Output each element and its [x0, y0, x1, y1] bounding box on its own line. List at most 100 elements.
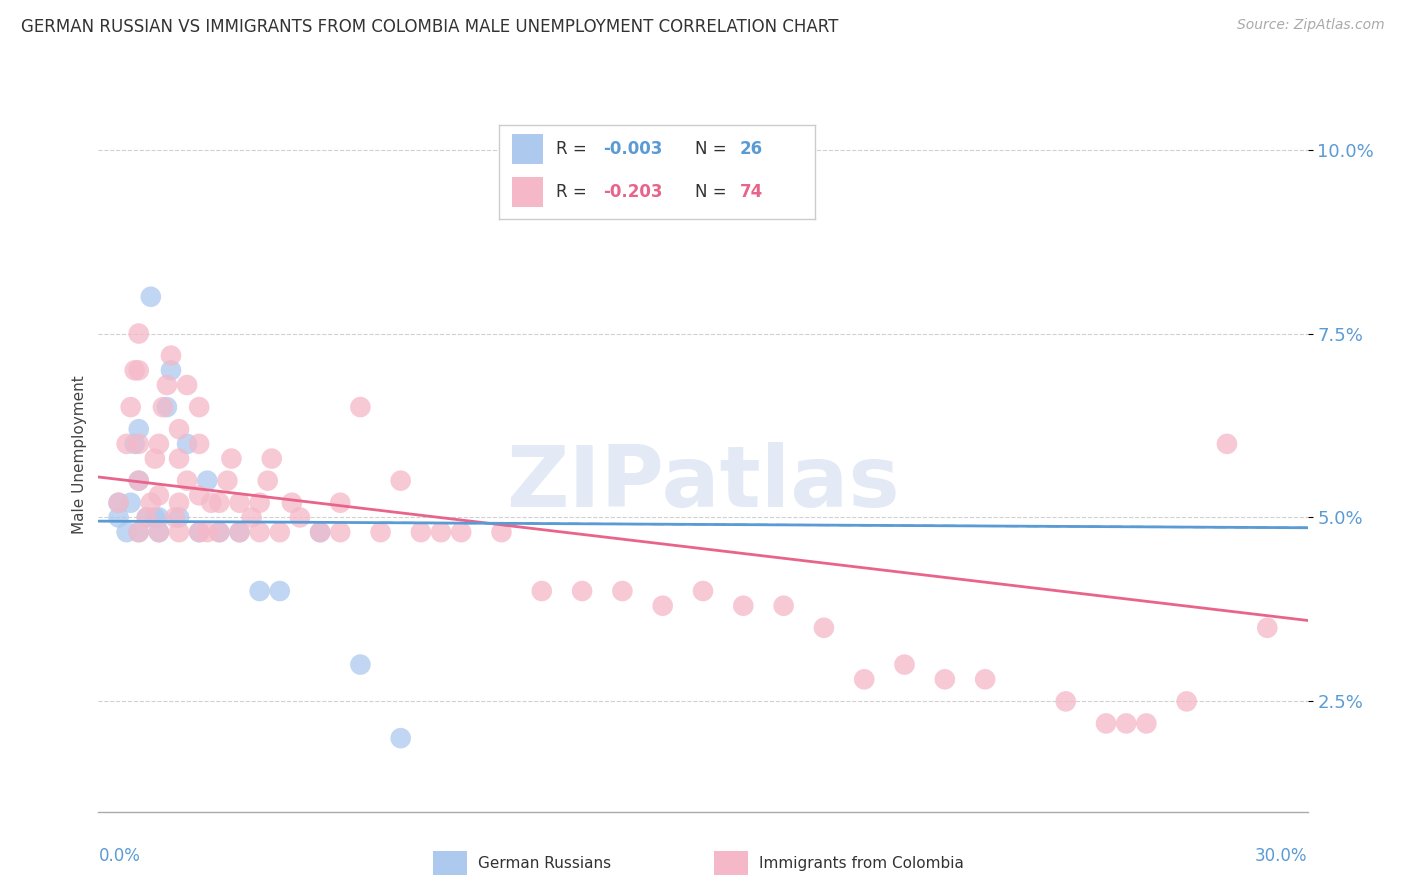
Point: [733, 599, 755, 613]
Point: [188, 525, 211, 540]
Point: [256, 474, 278, 488]
Point: [139, 290, 162, 304]
Point: [329, 525, 352, 540]
Point: [188, 437, 211, 451]
Point: [288, 510, 311, 524]
Point: [176, 437, 198, 451]
Bar: [433, 851, 467, 875]
Text: ZIPatlas: ZIPatlas: [506, 442, 900, 525]
Point: [148, 488, 170, 502]
Point: [143, 451, 166, 466]
Text: GERMAN RUSSIAN VS IMMIGRANTS FROM COLOMBIA MALE UNEMPLOYMENT CORRELATION CHART: GERMAN RUSSIAN VS IMMIGRANTS FROM COLOMB…: [21, 18, 838, 36]
Point: [281, 496, 304, 510]
Point: [124, 437, 146, 451]
Point: [309, 525, 332, 540]
Point: [1256, 621, 1278, 635]
Point: [208, 525, 231, 540]
Point: [148, 510, 170, 524]
Point: [1175, 694, 1198, 708]
Text: Immigrants from Colombia: Immigrants from Colombia: [759, 855, 965, 871]
Point: [217, 474, 239, 488]
Point: [349, 400, 371, 414]
Bar: [512, 134, 543, 164]
Point: [228, 525, 250, 540]
Point: [148, 525, 170, 540]
Point: [1095, 716, 1118, 731]
Text: Source: ZipAtlas.com: Source: ZipAtlas.com: [1237, 18, 1385, 32]
Point: [128, 474, 150, 488]
Point: [143, 510, 166, 524]
Point: [128, 363, 150, 377]
Point: [148, 525, 170, 540]
Point: [221, 451, 243, 466]
Point: [160, 363, 183, 377]
Point: [228, 496, 250, 510]
Point: [249, 496, 271, 510]
Bar: [714, 851, 748, 875]
Point: [128, 422, 150, 436]
Point: [160, 349, 183, 363]
Point: [167, 525, 190, 540]
Point: [167, 496, 190, 510]
Point: [491, 525, 513, 540]
Point: [228, 525, 250, 540]
Point: [167, 510, 190, 524]
Point: [120, 496, 142, 510]
Point: [176, 474, 198, 488]
Point: [1216, 437, 1239, 451]
Y-axis label: Male Unemployment: Male Unemployment: [72, 376, 87, 534]
Point: [269, 584, 291, 599]
Point: [240, 510, 263, 524]
Point: [430, 525, 453, 540]
Point: [152, 400, 174, 414]
Point: [450, 525, 472, 540]
Point: [208, 525, 231, 540]
Point: [692, 584, 714, 599]
Point: [349, 657, 371, 672]
Point: [200, 496, 222, 510]
Point: [128, 525, 150, 540]
Point: [156, 400, 179, 414]
Point: [208, 496, 231, 510]
Point: [772, 599, 794, 613]
Point: [934, 673, 956, 687]
Text: German Russians: German Russians: [478, 855, 612, 871]
Point: [1054, 694, 1077, 708]
Point: [107, 510, 129, 524]
Point: [135, 510, 157, 524]
Point: [195, 525, 218, 540]
Point: [1135, 716, 1157, 731]
Point: [269, 525, 291, 540]
Point: [329, 496, 352, 510]
Text: -0.003: -0.003: [603, 140, 662, 158]
Point: [188, 400, 211, 414]
Point: [188, 525, 211, 540]
Point: [974, 673, 997, 687]
Text: 30.0%: 30.0%: [1256, 847, 1308, 865]
Point: [389, 474, 412, 488]
Point: [260, 451, 283, 466]
Point: [853, 673, 876, 687]
Point: [128, 326, 150, 341]
Text: -0.203: -0.203: [603, 184, 664, 202]
Text: N =: N =: [695, 140, 727, 158]
Point: [389, 731, 412, 746]
Point: [651, 599, 673, 613]
Point: [128, 437, 150, 451]
Point: [148, 437, 170, 451]
Point: [115, 525, 138, 540]
Point: [167, 422, 190, 436]
Point: [135, 510, 157, 524]
Point: [893, 657, 915, 672]
Text: R =: R =: [557, 140, 586, 158]
Point: [128, 474, 150, 488]
Point: [249, 584, 271, 599]
Bar: [512, 178, 543, 207]
Point: [1115, 716, 1137, 731]
Text: 0.0%: 0.0%: [98, 847, 141, 865]
Point: [163, 510, 186, 524]
Text: N =: N =: [695, 184, 727, 202]
Point: [167, 451, 190, 466]
Point: [370, 525, 392, 540]
Point: [124, 363, 146, 377]
